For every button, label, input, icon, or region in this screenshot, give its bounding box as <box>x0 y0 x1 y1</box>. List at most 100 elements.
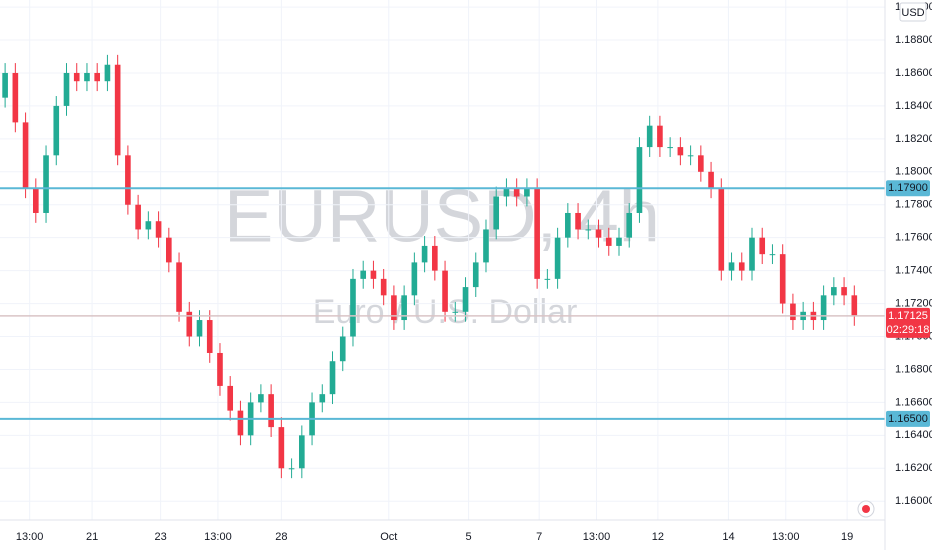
candle-body <box>237 410 244 436</box>
x-tick-label: 12 <box>652 531 664 543</box>
x-tick-label: 7 <box>536 531 542 543</box>
candle-body <box>176 262 182 312</box>
candle-body <box>329 361 336 395</box>
y-tick-label: 1.16400 <box>895 429 932 441</box>
candle-body <box>391 295 397 321</box>
candle-body <box>667 147 673 149</box>
candle-body <box>626 212 633 238</box>
x-tick-label: 23 <box>155 531 167 543</box>
candle-body <box>73 72 80 82</box>
candle-body <box>339 336 346 362</box>
y-tick-label: 1.17400 <box>895 265 932 277</box>
candle-body <box>657 125 663 148</box>
candle-body <box>350 278 356 337</box>
candle-body <box>472 262 479 288</box>
candle-body <box>687 155 694 157</box>
candle-body <box>759 237 766 255</box>
x-tick-label: Oct <box>380 531 397 543</box>
candle-body <box>616 237 622 246</box>
candle-body <box>278 427 285 469</box>
y-tick-label: 1.17600 <box>895 232 932 244</box>
candle-body <box>452 311 459 313</box>
candle-body <box>677 147 684 156</box>
y-tick-label: 1.16600 <box>895 396 932 408</box>
axes: 1.160001.162001.164001.166001.168001.170… <box>16 1 932 543</box>
candle-body <box>769 254 776 256</box>
candle-body <box>84 72 90 82</box>
candle-body <box>360 270 367 279</box>
level-label: 1.16500 <box>888 413 928 425</box>
last-price-badge <box>886 307 930 338</box>
level-label: 1.17900 <box>888 182 928 194</box>
x-tick-label: 28 <box>275 531 287 543</box>
candle-body <box>575 212 581 230</box>
candle-body <box>698 155 704 172</box>
candle-body <box>718 188 725 271</box>
x-tick-label: 13:00 <box>772 531 800 543</box>
candle-body <box>53 105 60 156</box>
y-tick-label: 1.18400 <box>895 100 932 112</box>
candle-body <box>32 188 39 213</box>
candle-body <box>196 320 203 337</box>
candle-body <box>206 320 213 353</box>
candle-body <box>565 212 571 238</box>
candle-body <box>104 64 111 82</box>
candle-body <box>636 147 643 213</box>
y-tick-label: 1.16200 <box>895 462 932 474</box>
candle-body <box>370 270 377 279</box>
last-price-label: 1.17125 <box>888 310 928 322</box>
candle-body <box>544 278 551 280</box>
candle-body <box>646 125 653 148</box>
candle-body <box>462 287 469 312</box>
candle-body <box>258 394 264 403</box>
y-tick-label: 1.16800 <box>895 363 932 375</box>
candle-body <box>534 188 540 279</box>
y-tick-label: 1.18600 <box>895 67 932 79</box>
level-badge <box>886 410 930 427</box>
candle-body <box>738 262 745 271</box>
y-tick-label: 1.18800 <box>895 34 932 46</box>
currency-box <box>899 2 927 22</box>
candle-body <box>605 237 612 246</box>
candle-body <box>728 262 735 271</box>
candle-body <box>94 72 101 82</box>
candle-body <box>708 171 714 189</box>
candle-body <box>125 155 131 205</box>
replay-dot <box>862 505 870 513</box>
candle-body <box>585 229 592 231</box>
candle-body <box>442 270 448 312</box>
y-tick-label: 1.18000 <box>895 166 932 178</box>
candle-body <box>135 204 141 230</box>
candle-body <box>421 245 428 263</box>
candle-body <box>493 196 500 230</box>
candle-body <box>299 435 305 469</box>
candle-body <box>524 188 530 197</box>
countdown-label: 02:29:18 <box>887 324 930 336</box>
candle-body <box>513 188 520 197</box>
candle-body <box>503 188 510 197</box>
candle-body <box>749 237 755 271</box>
candle-body <box>380 278 387 296</box>
candle-body <box>483 229 489 263</box>
candle-body <box>186 311 193 337</box>
x-tick-label: 5 <box>466 531 472 543</box>
candle-body <box>63 72 70 106</box>
candle-body <box>831 287 837 296</box>
candle-body <box>227 385 234 411</box>
candle-body <box>790 303 796 321</box>
x-tick-label: 13:00 <box>583 531 611 543</box>
level-badge <box>886 180 930 197</box>
candle-body <box>411 262 418 296</box>
candle-body <box>288 468 295 470</box>
candle-body <box>155 221 162 238</box>
x-tick-label: 21 <box>86 531 98 543</box>
watermark-title: EURUSD, 4h <box>224 175 660 258</box>
y-tick-label: 1.17800 <box>895 199 932 211</box>
plot <box>0 0 885 520</box>
candle-body <box>841 287 847 296</box>
candle-body <box>268 394 274 428</box>
currency-label: USD <box>901 7 924 19</box>
candle-body <box>12 72 19 123</box>
